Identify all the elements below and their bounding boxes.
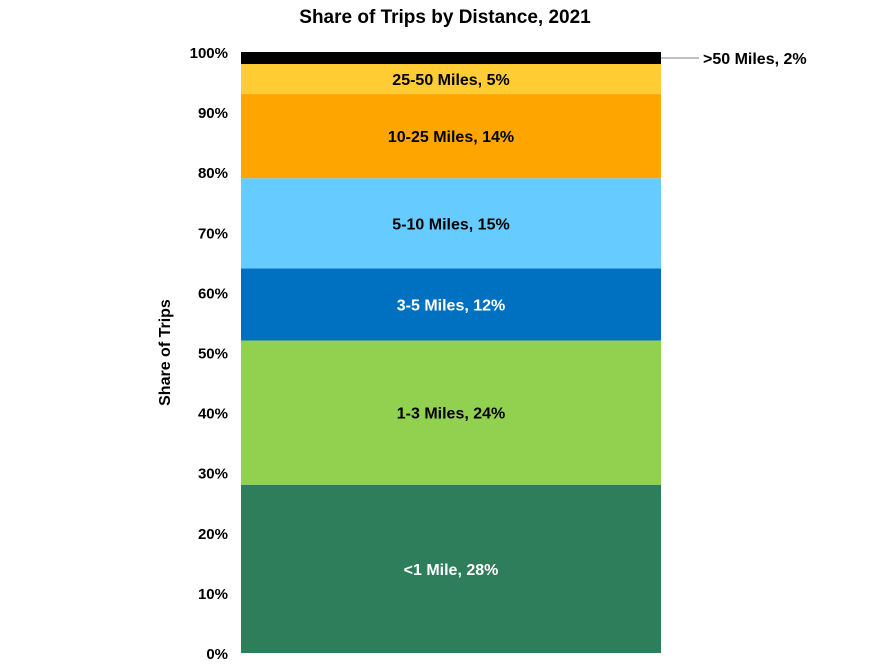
data-label: <1 Mile, 28% — [404, 562, 499, 579]
y-tick-label: 90% — [198, 105, 228, 122]
data-label: 3-5 Miles, 12% — [397, 297, 506, 314]
y-tick-label: 70% — [198, 225, 228, 242]
bar-segment-10-25-miles — [241, 94, 661, 179]
data-label: 10-25 Miles, 14% — [388, 129, 514, 146]
bar-segment-5-10-miles — [241, 178, 661, 269]
y-tick-label: 100% — [190, 45, 228, 62]
y-tick-label: 50% — [198, 346, 228, 363]
bar-segment-50-miles — [241, 52, 661, 65]
y-axis-label: Share of Trips — [157, 299, 174, 406]
bar-segment-25-50-miles — [241, 64, 661, 95]
data-label: 1-3 Miles, 24% — [397, 406, 506, 423]
bar-segment-1-3-miles — [241, 340, 661, 485]
data-label: 5-10 Miles, 15% — [392, 216, 509, 233]
y-tick-label: 30% — [198, 466, 228, 483]
data-label: >50 Miles, 2% — [703, 51, 807, 68]
y-tick-label: 10% — [198, 586, 228, 603]
y-tick-label: 40% — [198, 406, 228, 423]
data-label: 25-50 Miles, 5% — [392, 72, 509, 89]
y-tick-label: 60% — [198, 285, 228, 302]
y-tick-label: 20% — [198, 526, 228, 543]
bar-segment-1-mile — [241, 484, 661, 653]
bar-segment-3-5-miles — [241, 268, 661, 341]
y-tick-label: 0% — [206, 646, 228, 663]
chart-title: Share of Trips by Distance, 2021 — [299, 7, 591, 28]
y-tick-label: 80% — [198, 165, 228, 182]
